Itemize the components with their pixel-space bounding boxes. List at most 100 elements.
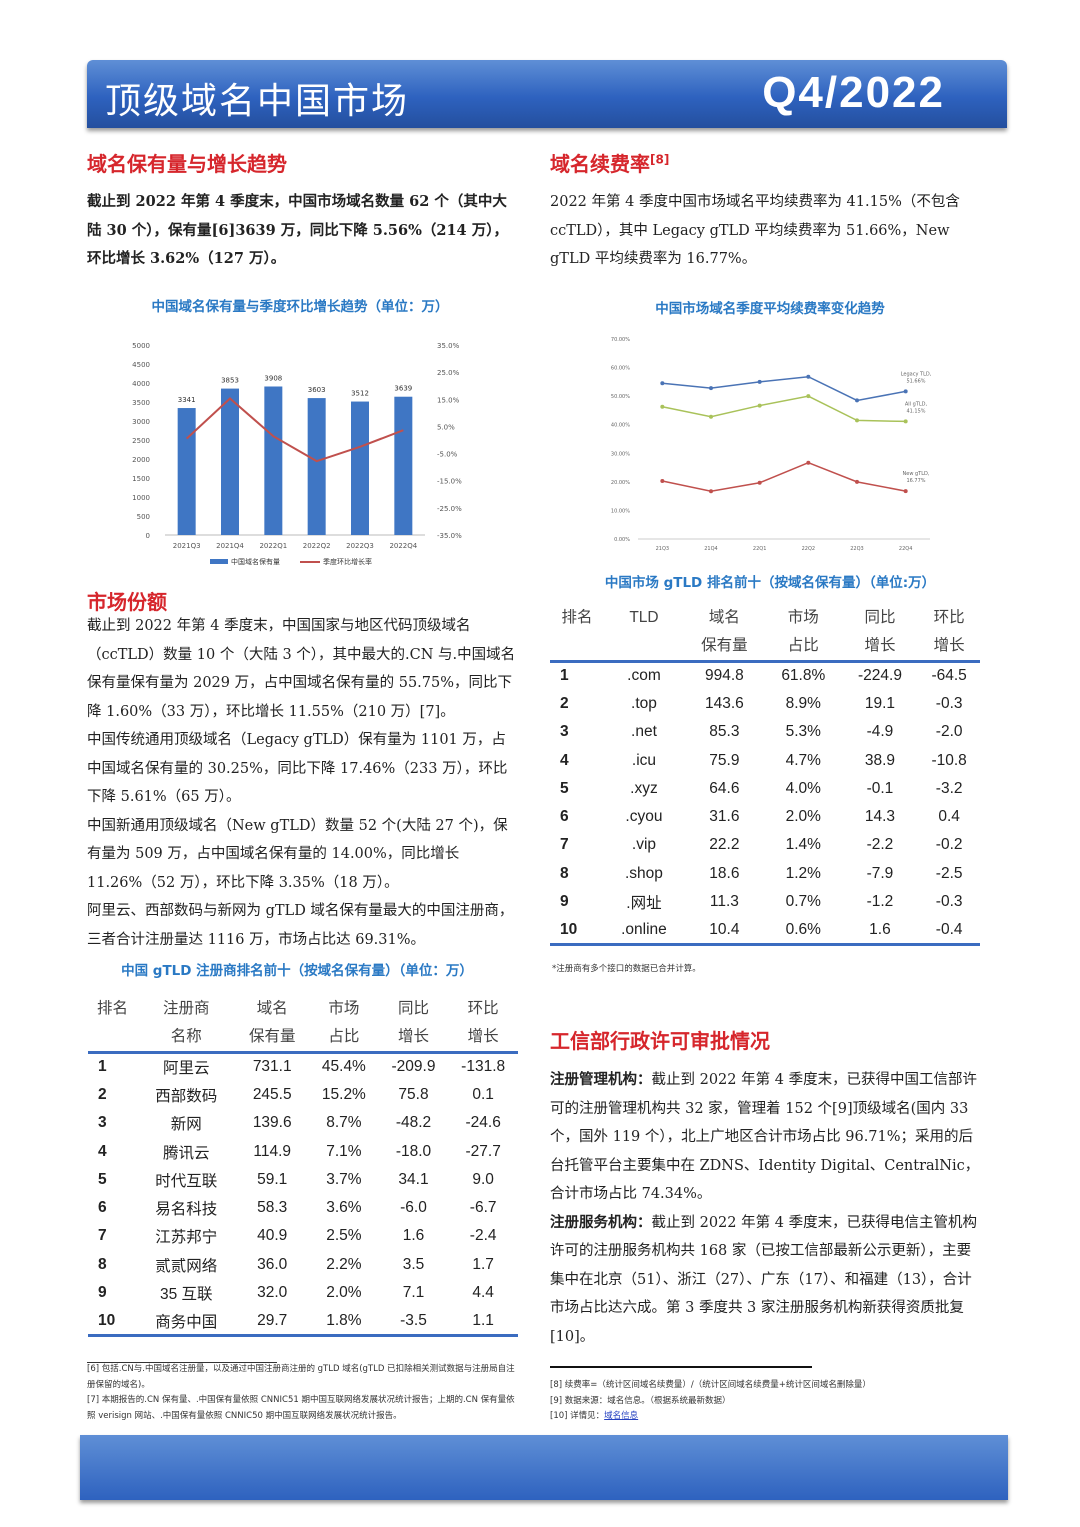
table-cell: -0.3: [935, 694, 963, 712]
section-title-holdings: 域名保有量与增长趋势: [87, 152, 287, 176]
registrar-text: 截止到 2022 年第 4 季度末，已获得电信主管机构许可的注册服务机构共 16…: [550, 1214, 978, 1345]
footnote-6: [6] 包括.CN与.中国域名注册量，以及通过中国注册商注册的 gTLD 域名(…: [87, 1364, 515, 1390]
registry-text: 截止到 2022 年第 4 季度末，已获得中国工信部许可的注册管理机构共 32 …: [550, 1072, 980, 1202]
data-point: [806, 374, 811, 379]
growth-line: [185, 397, 404, 463]
table-row: 3 新网 139.6 8.7% -48.2 -24.6: [88, 1109, 518, 1137]
table-cell: .vip: [631, 836, 657, 854]
data-label: 3341: [178, 396, 196, 404]
y-tick-label: 2500: [132, 437, 150, 445]
table-row: 1 阿里云 731.1 45.4% -209.9 -131.8: [88, 1053, 518, 1081]
column-header: 市场: [787, 609, 819, 626]
table-cell: -0.4: [918, 916, 980, 946]
holdings-chart: 0 500 1000 1500 2000 2500 3000 3500 4000 4500 5000…: [132, 342, 462, 566]
data-point: [757, 379, 762, 384]
rank-cell: 5: [560, 779, 569, 797]
rank-cell: 9: [560, 893, 569, 911]
y-tick-label: 50.00%: [611, 394, 630, 400]
data-point: [855, 398, 859, 403]
y-tick-label: 70.00%: [611, 337, 630, 343]
table-row: 2 西部数码 245.5 15.2% 75.8 0.1: [88, 1081, 518, 1109]
table-cell: 18.6: [709, 864, 740, 882]
tld-table-title: 中国市场 gTLD 排名前十（按域名保有量）（单位:万）: [604, 575, 936, 591]
series-end-value: 51.66%: [906, 378, 925, 384]
table-row: 6 .cyou 31.6 2.0% 14.3 0.4: [550, 803, 980, 831]
column-header: TLD: [629, 609, 659, 626]
series-label: All gTLD,: [905, 401, 928, 407]
y-tick-label: 10.00%: [611, 508, 630, 514]
data-point: [660, 404, 665, 409]
table-row: 8 贰贰网络 36.0 2.2% 3.5 1.7: [88, 1251, 518, 1279]
data-point: [709, 414, 713, 419]
column-header: 增长: [841, 632, 919, 663]
rank-cell: 8: [98, 1255, 107, 1273]
table-cell: -2.0: [935, 723, 963, 741]
table-cell: 35 互联: [159, 1286, 213, 1304]
column-header: 增长: [918, 632, 980, 663]
y-tick-label: 5000: [132, 342, 150, 350]
data-point: [806, 460, 811, 465]
registrar-label: 注册服务机构：: [550, 1213, 652, 1231]
footnote-10: [10] 详情见：域名信息: [550, 1409, 980, 1425]
table-cell: -24.6: [465, 1114, 501, 1132]
section-title-renewal: 域名续费率[8]: [550, 148, 669, 177]
column-header: 环比: [467, 1000, 499, 1017]
table-row: 10 .online 10.4 0.6% 1.6 -0.4: [550, 916, 980, 946]
y2-tick-label: 5.0%: [437, 423, 455, 431]
table-cell: 2.0%: [326, 1284, 362, 1302]
table-cell: 143.6: [704, 694, 744, 712]
rank-cell: 3: [560, 723, 569, 741]
series-line: [662, 375, 906, 402]
y2-tick-label: 25.0%: [437, 369, 460, 377]
series-end-value: 16.77%: [906, 478, 925, 484]
y-tick-label: 1000: [132, 494, 150, 502]
domain-info-link[interactable]: 域名信息: [604, 1411, 639, 1421]
table-cell: -224.9: [857, 667, 902, 685]
table-cell: 1.2%: [785, 864, 821, 882]
table-cell: .com: [627, 667, 661, 685]
table-cell: -2.5: [935, 864, 963, 882]
table-cell: 1.1: [448, 1307, 518, 1337]
column-header: 占比: [309, 1023, 379, 1054]
table-row: 7 .vip 22.2 1.4% -2.2 -0.2: [550, 831, 980, 859]
table-cell: 29.7: [235, 1307, 310, 1337]
footnote-divider-left: [87, 1362, 277, 1363]
table-cell: 江苏邦宁: [155, 1229, 218, 1247]
data-point: [855, 479, 859, 484]
y2-tick-label: -15.0%: [437, 478, 462, 486]
y2-tick-label: 35.0%: [437, 342, 460, 350]
rank-cell: 1: [560, 667, 569, 685]
table-cell: 58.3: [257, 1199, 288, 1217]
table-cell: 5.3%: [785, 723, 821, 741]
footnote-9: [9] 数据来源：域名信息。（根据系统最新数据）: [550, 1395, 731, 1406]
table-cell: 时代互联: [155, 1172, 218, 1190]
table-cell: 8.9%: [785, 694, 821, 712]
table-cell: 贰贰网络: [155, 1257, 218, 1275]
column-header: 域名: [256, 1000, 288, 1017]
rank-cell: 1: [98, 1058, 107, 1076]
table-cell: 阿里云: [162, 1060, 210, 1078]
market-share-paragraph: 截止到 2022 年第 4 季度末，中国国家与地区代码顶级域名（ccTLD）数量…: [87, 618, 516, 720]
table-cell: 139.6: [252, 1114, 292, 1132]
table-cell: -209.9: [391, 1058, 436, 1076]
table-cell: .shop: [625, 864, 663, 882]
chart1-title: 中国域名保有量与季度环比增长趋势（单位：万）: [151, 299, 449, 315]
y-tick-label: 3000: [132, 418, 150, 426]
table-cell: .online: [604, 916, 684, 946]
market-share-paragraph: 阿里云、西部数码与新网为 gTLD 域名保有量最大的中国注册商，三者合计注册量达…: [87, 903, 514, 948]
legend-bar-label: 中国域名保有量: [231, 557, 280, 566]
table-cell: 15.2%: [321, 1085, 366, 1103]
table-row: 7 江苏邦宁 40.9 2.5% 1.6 -2.4: [88, 1222, 518, 1250]
table-cell: 0.7%: [785, 893, 821, 911]
table-cell: 4.4: [472, 1284, 494, 1302]
table-cell: 14.3: [864, 808, 896, 826]
table-cell: -10.8: [931, 751, 967, 769]
table-cell: 0.4: [938, 808, 960, 826]
legend-bar-swatch: [210, 559, 228, 564]
table-cell: -0.3: [935, 893, 963, 911]
legend-line-label: 季度环比增长率: [323, 557, 372, 566]
column-header: 注册商: [162, 1000, 210, 1017]
table-row: 2 .top 143.6 8.9% 19.1 -0.3: [550, 690, 980, 718]
table-cell: 38.9: [864, 751, 896, 769]
table-cell: 商务中国: [137, 1307, 236, 1337]
